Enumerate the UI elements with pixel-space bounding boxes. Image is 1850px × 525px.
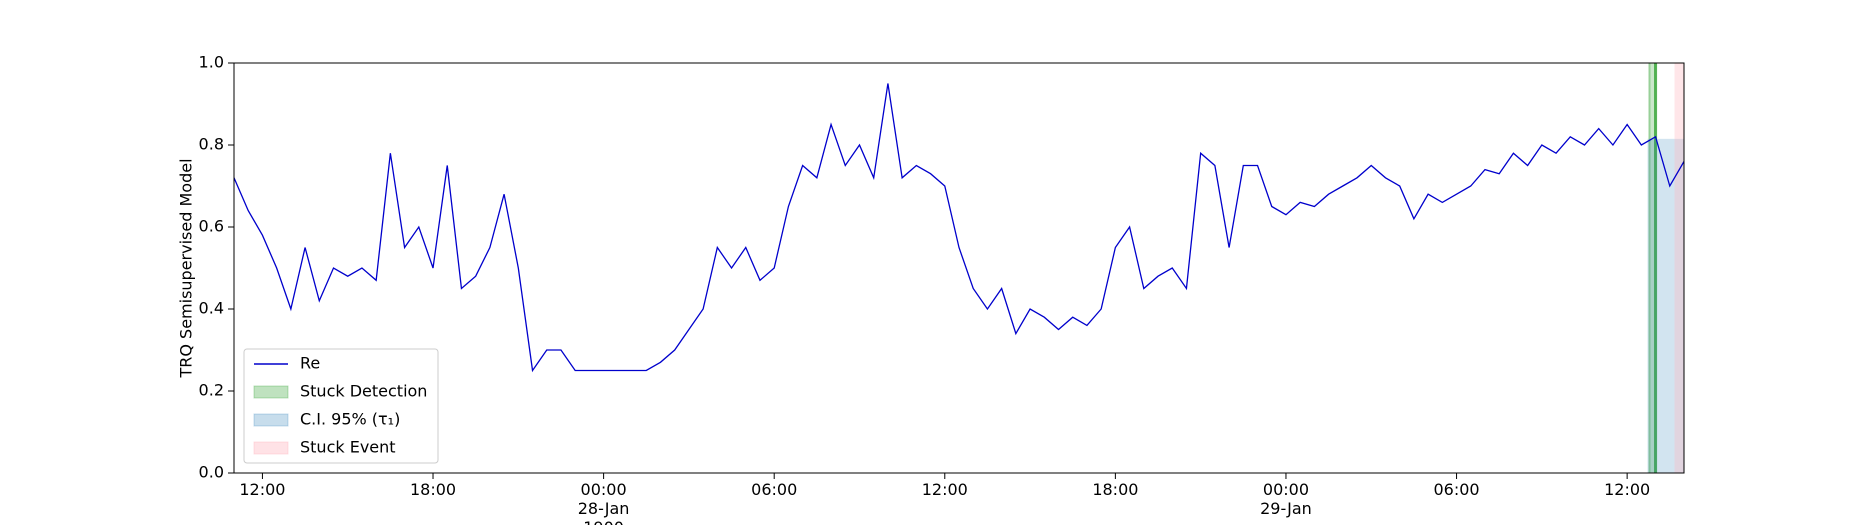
legend-label: Re xyxy=(300,354,320,373)
x-tick-label: 12:00 xyxy=(922,480,968,499)
legend-swatch xyxy=(253,385,289,399)
x-tick-label: 06:00 xyxy=(1433,480,1479,499)
y-tick-label: 0.8 xyxy=(199,135,224,154)
legend-swatch xyxy=(253,441,289,455)
x-tick-label: 18:00 xyxy=(410,480,456,499)
x-tick-label: 12:00 xyxy=(239,480,285,499)
x-tick-label: 28-Jan xyxy=(578,499,630,518)
data-line xyxy=(234,83,1684,373)
x-tick-label: 29-Jan xyxy=(1260,499,1312,518)
legend-label: Stuck Detection xyxy=(300,382,427,401)
x-tick-label: 06:00 xyxy=(751,480,797,499)
legend-label: C.I. 95% (τ₁) xyxy=(300,410,400,429)
x-tick-label: 18:00 xyxy=(1092,480,1138,499)
legend-swatch xyxy=(253,413,289,427)
legend-label: Stuck Event xyxy=(300,438,396,457)
x-tick-label: 1900 xyxy=(583,518,624,525)
y-tick-label: 0.4 xyxy=(199,299,224,318)
y-tick-label: 0.6 xyxy=(199,217,224,236)
plot-area xyxy=(234,63,1684,473)
legend: Re Stuck Detection C.I. 95% (τ₁) Stuck Even… xyxy=(243,348,439,464)
legend-frame xyxy=(243,348,439,464)
axes-frame xyxy=(233,62,1685,474)
span xyxy=(1649,63,1656,473)
y-axis-label: TRQ Semisupervised Model xyxy=(177,158,196,378)
span xyxy=(1647,138,1684,473)
x-tick-label: 00:00 xyxy=(1263,480,1309,499)
y-tick-label: 0.0 xyxy=(199,463,224,482)
y-tick-label: 1.0 xyxy=(199,53,224,72)
y-tick-label: 0.2 xyxy=(199,381,224,400)
span xyxy=(1674,63,1684,473)
x-tick-label: 00:00 xyxy=(581,480,627,499)
x-tick-label: 12:00 xyxy=(1604,480,1650,499)
